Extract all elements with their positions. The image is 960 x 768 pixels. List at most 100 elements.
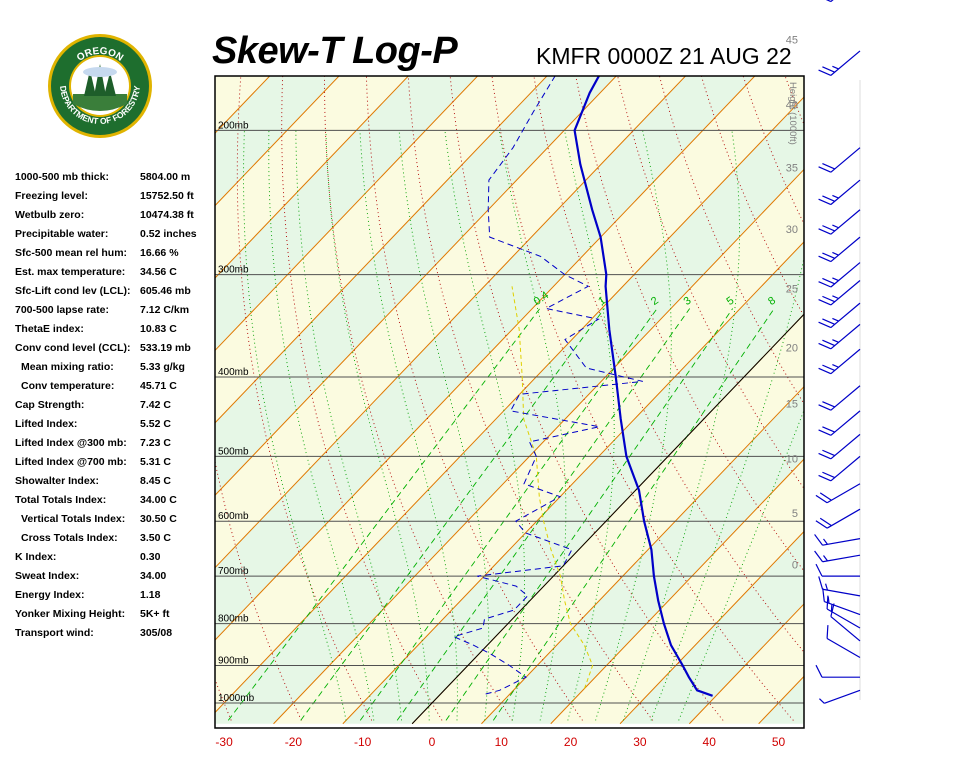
wind-barb-flag <box>822 364 835 372</box>
isobar-label: 300mb <box>218 265 249 276</box>
index-label: Sfc-500 mean rel hum: <box>15 247 128 259</box>
index-row: Conv temperature: 45.71 C <box>15 377 215 396</box>
mixing-ratio-line <box>445 308 734 721</box>
index-value: 7.42 C <box>140 399 171 411</box>
wind-barb-staff <box>830 385 861 411</box>
index-value: 10.83 C <box>140 323 177 335</box>
wind-barb-flag <box>819 492 832 501</box>
index-value: 5.33 g/kg <box>140 361 185 373</box>
x-tick-label: 10 <box>495 735 509 749</box>
wind-barb-staff <box>822 554 861 563</box>
wind-barb-staff <box>830 147 861 173</box>
height-axis-label: Height (1000ft) <box>787 82 798 145</box>
wind-barb <box>818 433 861 460</box>
index-label: ThetaE index: <box>15 323 84 335</box>
dry-adiabat <box>281 76 443 721</box>
wind-barb <box>818 236 861 263</box>
index-row: Transport wind: 305/08 <box>15 624 215 643</box>
index-row: Lifted Index @300 mb: 7.23 C <box>15 434 215 453</box>
wind-barb-flag <box>822 252 835 259</box>
wind-barb-staff <box>830 323 861 350</box>
wind-barb-flag <box>815 664 823 678</box>
wind-barb-staff <box>826 608 861 629</box>
x-tick-label: -30 <box>215 735 233 749</box>
wind-barb <box>826 625 861 659</box>
wind-barb <box>818 179 861 206</box>
dry-adiabat <box>236 76 373 721</box>
index-value: 0.30 <box>140 551 161 563</box>
wind-barb-staff <box>830 455 861 482</box>
wind-barb-half-flag <box>819 698 825 704</box>
wind-barb <box>818 50 861 76</box>
wind-barb <box>818 147 861 173</box>
wind-barb <box>815 508 861 529</box>
index-row: Sweat Index: 34.00 <box>15 567 215 586</box>
height-tick-label: 25 <box>786 284 798 296</box>
wind-barb-flag <box>818 404 832 411</box>
height-tick-label: 35 <box>786 162 798 174</box>
wind-barb <box>819 689 861 704</box>
wind-barb-flag <box>822 277 835 285</box>
wind-barb-flag <box>815 520 828 529</box>
isotherm-line <box>481 385 804 725</box>
parcel-trace <box>511 286 594 689</box>
wind-barb-flag <box>818 321 832 329</box>
index-value: 5.52 C <box>140 418 171 430</box>
index-value: 605.46 mb <box>140 285 191 297</box>
dewpoint-trace <box>452 76 643 695</box>
isotherm-line <box>215 76 479 352</box>
index-row: Vertical Totals Index: 30.50 C <box>15 510 215 529</box>
wind-barb-staff <box>822 538 861 546</box>
index-row: Lifted Index @700 mb: 5.31 C <box>15 453 215 472</box>
index-label: Lifted Index @300 mb: <box>15 437 127 449</box>
wind-barb-staff <box>826 508 861 529</box>
index-label: Total Totals Index: <box>15 494 107 506</box>
index-value: 5804.00 m <box>140 171 191 183</box>
wind-barb-flag <box>822 225 835 232</box>
wind-barb <box>818 455 861 482</box>
index-label: Cap Strength: <box>15 399 85 411</box>
x-tick-label: 20 <box>564 735 578 749</box>
wind-barb-flag <box>822 163 835 170</box>
index-value: 34.56 C <box>140 266 177 278</box>
wind-barb-flag <box>818 367 832 375</box>
index-label: Cross Totals Index: <box>21 532 118 544</box>
height-tick-label: 5 <box>792 508 798 520</box>
index-label: Yonker Mixing Height: <box>15 608 126 620</box>
index-value: 7.12 C/km <box>140 304 190 316</box>
wind-barb-half-flag <box>832 364 839 368</box>
temperature-band <box>215 96 804 724</box>
index-label: 700-500 lapse rate: <box>15 304 109 316</box>
station-time-label: KMFR 0000Z 21 AUG 22 <box>536 43 792 69</box>
wind-barb <box>818 348 861 375</box>
wind-barb-flag <box>818 0 832 3</box>
height-tick-label: 45 <box>786 35 798 47</box>
mixing-ratio-label: 5 <box>725 295 737 308</box>
index-label: Precipitable water: <box>15 228 109 240</box>
wind-barb-half-flag <box>825 583 829 591</box>
height-tick-label: 20 <box>786 342 798 354</box>
wind-barb <box>818 0 861 3</box>
wind-barb-staff <box>824 601 861 616</box>
index-value: 5K+ ft <box>140 608 170 620</box>
oregon-forestry-logo: OREGON DEPARTMENT OF FORESTRY <box>48 34 152 138</box>
index-row: Sfc-Lift cond lev (LCL): 605.46 mb <box>15 282 215 301</box>
isobar-label: 600mb <box>218 511 249 522</box>
height-tick-label: 15 <box>786 399 798 411</box>
isotherm-line <box>342 241 804 725</box>
index-value: 15752.50 ft <box>140 190 194 202</box>
wind-barb-half-flag <box>832 317 839 322</box>
wind-barb <box>815 483 861 504</box>
temperature-band <box>215 76 804 713</box>
wind-barb-staff <box>830 616 861 642</box>
index-value: 5.31 C <box>140 456 171 468</box>
wind-barb-flag <box>822 471 835 479</box>
wind-barb <box>818 323 861 350</box>
wind-barb-staff <box>826 637 861 659</box>
index-row: Total Totals Index: 34.00 C <box>15 491 215 510</box>
wind-barb <box>814 534 861 546</box>
page-title: Skew-T Log-P <box>212 30 458 72</box>
wind-barb-flag <box>818 474 832 482</box>
